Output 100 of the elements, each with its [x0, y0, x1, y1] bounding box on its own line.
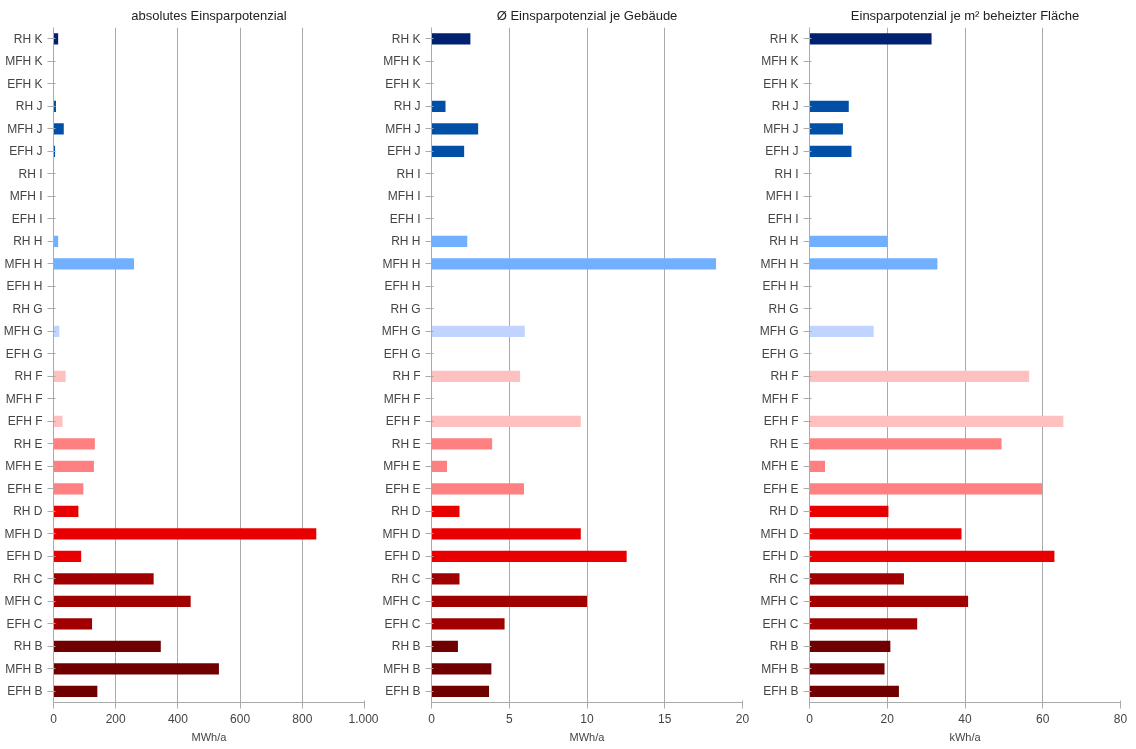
y-tick-label: EFH K: [7, 76, 43, 91]
y-tick-label: RH H: [769, 234, 799, 249]
y-tick-label: RH F: [392, 369, 421, 384]
y-tick-label: MFH J: [7, 121, 43, 136]
y-tick-label: RH E: [13, 436, 43, 451]
y-tick-label: EFH G: [5, 346, 43, 361]
x-tick-label: 800: [292, 711, 313, 726]
y-tick-label: RH C: [13, 571, 43, 586]
y-tick-label: MFH I: [387, 189, 421, 204]
y-tick-label: EFH J: [387, 144, 421, 159]
y-tick-label: EFH E: [7, 481, 43, 496]
x-tick-label: 1.000: [348, 711, 379, 726]
y-tick-label: RH K: [769, 31, 799, 46]
y-tick-label: RH C: [391, 571, 421, 586]
y-tick-label: MFH K: [5, 54, 43, 69]
y-tick-label: EFH C: [6, 616, 43, 631]
y-tick-label: EFH K: [763, 76, 799, 91]
y-tick-label: MFH H: [760, 256, 799, 271]
y-tick-label: EFH J: [765, 144, 799, 159]
y-tick-label: RH E: [391, 436, 421, 451]
y-tick-label: EFH I: [11, 211, 43, 226]
y-tick-label: EFH D: [384, 549, 421, 564]
y-tick-label: MFH F: [761, 391, 799, 406]
y-tick-label: RH E: [769, 436, 799, 451]
y-tick-label: EFH G: [383, 346, 421, 361]
y-tick-label: EFH D: [762, 549, 799, 564]
y-tick-label: EFH I: [767, 211, 799, 226]
x-tick-label: 20: [880, 711, 895, 726]
y-tick-label: RH B: [391, 639, 421, 654]
x-tick-label: 200: [105, 711, 127, 726]
y-tick-label: EFH G: [761, 346, 799, 361]
x-tick-label: 15: [658, 711, 672, 726]
x-tick-label: 40: [958, 711, 972, 726]
y-tick-label: RH I: [18, 166, 43, 181]
y-tick-label: MFH K: [761, 54, 799, 69]
y-tick-label: EFH F: [385, 414, 421, 429]
y-tick-label: MFH I: [765, 189, 799, 204]
y-tick-label: RH B: [769, 639, 799, 654]
x-tick-label: 60: [1036, 711, 1050, 726]
y-tick-label: RH J: [15, 99, 43, 114]
y-tick-label: EFH H: [762, 279, 799, 294]
y-tick-label: RH C: [769, 571, 799, 586]
y-tick-label: MFH F: [5, 391, 43, 406]
y-tick-label: MFH C: [760, 594, 799, 609]
x-tick-label: 0: [50, 711, 58, 726]
y-tick-label: RH G: [12, 301, 43, 316]
chart-title: Ø Einsparpotenzial je Gebäude: [496, 7, 678, 23]
x-tick-label: 80: [1113, 711, 1128, 726]
y-tick-label: RH G: [768, 301, 799, 316]
y-tick-label: RH I: [396, 166, 421, 181]
y-tick-label: MFH D: [4, 526, 43, 541]
y-tick-label: EFH E: [385, 481, 421, 496]
y-tick-label: MFH H: [4, 256, 43, 271]
chart-title: Einsparpotenzial je m² beheizter Fläche: [850, 7, 1080, 23]
y-tick-label: RH D: [391, 504, 421, 519]
chart-title: absolutes Einsparpotenzial: [131, 7, 287, 23]
y-tick-label: RH I: [774, 166, 799, 181]
y-tick-label: RH G: [390, 301, 421, 316]
y-tick-label: EFH F: [763, 414, 799, 429]
y-tick-label: MFH C: [382, 594, 421, 609]
y-tick-label: RH H: [391, 234, 421, 249]
y-tick-label: MFH I: [9, 189, 43, 204]
x-tick-label: 400: [167, 711, 189, 726]
x-tick-label: 10: [580, 711, 594, 726]
y-tick-label: EFH J: [9, 144, 43, 159]
y-tick-label: RH B: [13, 639, 43, 654]
y-tick-label: MFH J: [763, 121, 799, 136]
y-tick-label: RH F: [770, 369, 799, 384]
y-tick-label: MFH F: [383, 391, 421, 406]
y-tick-label: MFH D: [382, 526, 421, 541]
x-axis-title: MWh/a: [191, 730, 228, 743]
y-tick-label: EFH H: [384, 279, 421, 294]
y-tick-label: EFH B: [763, 684, 799, 699]
x-axis-title: MWh/a: [569, 730, 606, 743]
y-tick-label: EFH F: [7, 414, 43, 429]
y-tick-label: EFH B: [7, 684, 43, 699]
y-tick-label: MFH G: [381, 324, 421, 339]
y-tick-label: RH D: [769, 504, 799, 519]
y-tick-label: EFH C: [762, 616, 799, 631]
y-tick-label: MFH G: [759, 324, 799, 339]
y-tick-label: RH F: [14, 369, 43, 384]
y-tick-label: MFH B: [761, 661, 799, 676]
y-tick-label: EFH E: [763, 481, 799, 496]
y-tick-label: MFH E: [761, 459, 799, 474]
y-tick-label: RH H: [13, 234, 43, 249]
y-tick-label: EFH C: [384, 616, 421, 631]
y-tick-label: RH K: [13, 31, 43, 46]
x-tick-label: 20: [735, 711, 750, 726]
y-tick-label: MFH B: [5, 661, 43, 676]
x-tick-label: 0: [806, 711, 814, 726]
y-tick-label: MFH C: [4, 594, 43, 609]
y-tick-label: RH J: [393, 99, 421, 114]
y-tick-label: MFH K: [383, 54, 421, 69]
y-tick-label: EFH B: [385, 684, 421, 699]
x-axis-title: kWh/a: [949, 730, 982, 743]
y-tick-label: MFH B: [383, 661, 421, 676]
y-tick-label: MFH H: [382, 256, 421, 271]
x-tick-label: 0: [428, 711, 436, 726]
y-tick-label: EFH D: [6, 549, 43, 564]
y-tick-label: RH J: [771, 99, 799, 114]
